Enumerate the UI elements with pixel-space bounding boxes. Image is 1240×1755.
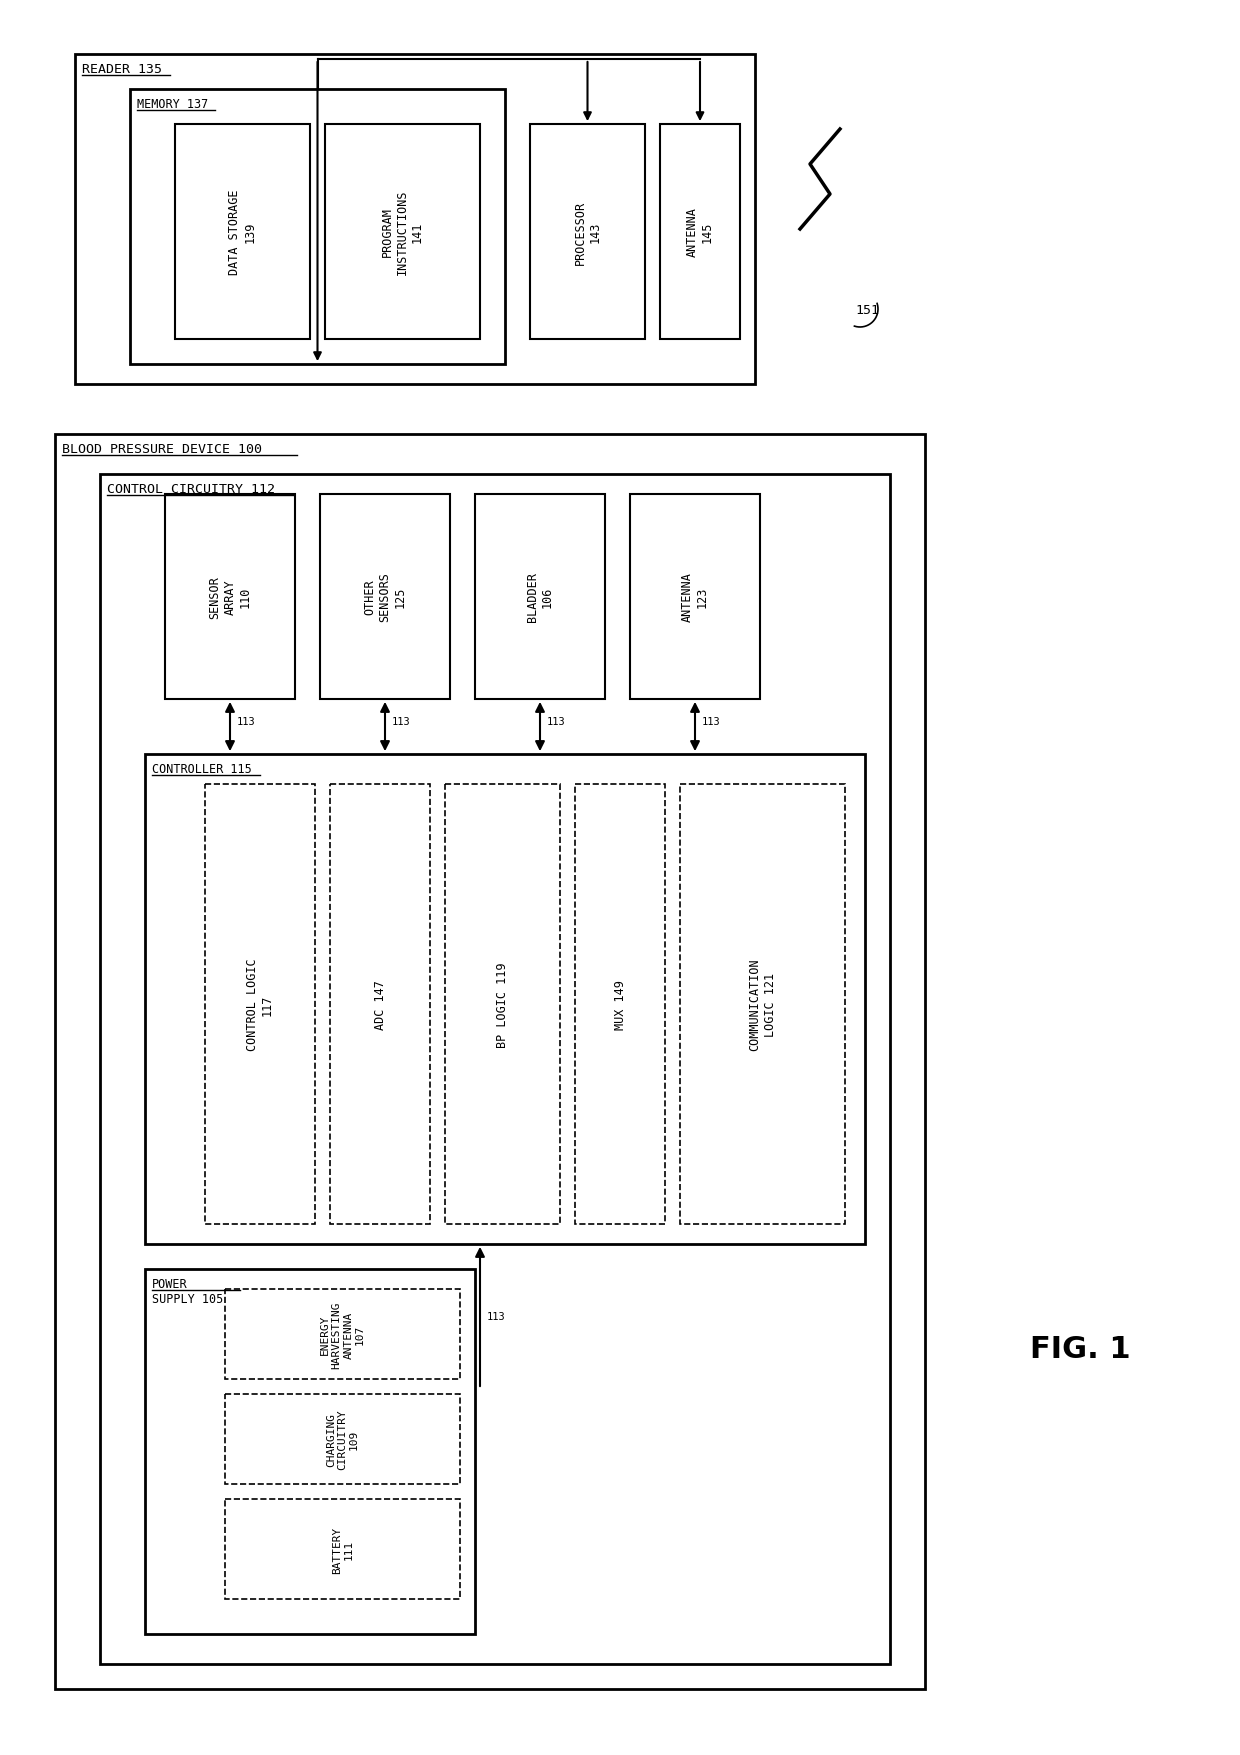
Text: CONTROLLER 115: CONTROLLER 115 — [153, 763, 252, 776]
Text: 151: 151 — [856, 304, 879, 316]
Bar — [100, 476, 890, 1664]
Text: OTHER
SENSORS
125: OTHER SENSORS 125 — [363, 572, 407, 621]
Text: ANTENNA
145: ANTENNA 145 — [686, 207, 714, 258]
Text: FIG. 1: FIG. 1 — [1029, 1336, 1131, 1364]
Text: BATTERY
111: BATTERY 111 — [332, 1525, 353, 1572]
Bar — [630, 495, 760, 700]
Text: ENERGY
HARVESTING
ANTENNA
107: ENERGY HARVESTING ANTENNA 107 — [320, 1300, 365, 1367]
Bar — [130, 90, 505, 365]
Text: 113: 113 — [702, 718, 720, 727]
Text: BLADDER
106: BLADDER 106 — [526, 572, 554, 621]
Text: SENSOR
ARRAY
110: SENSOR ARRAY 110 — [208, 576, 252, 618]
Text: COMMUNICATION
LOGIC 121: COMMUNICATION LOGIC 121 — [749, 958, 776, 1051]
Text: ADC 147: ADC 147 — [373, 979, 387, 1030]
Bar — [145, 755, 866, 1244]
Text: PROCESSOR
143: PROCESSOR 143 — [573, 200, 601, 265]
Text: 113: 113 — [547, 718, 565, 727]
Bar — [224, 1393, 460, 1485]
Bar — [680, 784, 844, 1225]
Bar — [575, 784, 665, 1225]
Text: 113: 113 — [237, 718, 255, 727]
Text: ANTENNA
123: ANTENNA 123 — [681, 572, 709, 621]
Text: CONTROL CIRCUITRY 112: CONTROL CIRCUITRY 112 — [107, 483, 275, 495]
Bar — [320, 495, 450, 700]
Bar — [660, 125, 740, 340]
Bar — [475, 495, 605, 700]
Text: CHARGING
CIRCUITRY
109: CHARGING CIRCUITRY 109 — [326, 1409, 360, 1469]
Text: POWER
SUPPLY 105: POWER SUPPLY 105 — [153, 1278, 223, 1306]
Text: MUX 149: MUX 149 — [614, 979, 626, 1030]
Bar — [145, 1269, 475, 1634]
Bar — [445, 784, 560, 1225]
Text: PROGRAM
INSTRUCTIONS
141: PROGRAM INSTRUCTIONS 141 — [381, 190, 424, 276]
Bar — [165, 495, 295, 700]
Bar — [325, 125, 480, 340]
Text: DATA STORAGE
139: DATA STORAGE 139 — [228, 190, 257, 276]
Bar — [205, 784, 315, 1225]
Bar — [224, 1499, 460, 1599]
Text: READER 135: READER 135 — [82, 63, 162, 75]
Bar — [330, 784, 430, 1225]
Bar — [529, 125, 645, 340]
Bar — [55, 435, 925, 1688]
Bar — [74, 54, 755, 384]
Text: MEMORY 137: MEMORY 137 — [136, 98, 208, 111]
Text: 113: 113 — [392, 718, 410, 727]
Text: 113: 113 — [487, 1311, 506, 1322]
Bar — [175, 125, 310, 340]
Bar — [224, 1290, 460, 1379]
Text: BLOOD PRESSURE DEVICE 100: BLOOD PRESSURE DEVICE 100 — [62, 442, 262, 456]
Text: BP LOGIC 119: BP LOGIC 119 — [496, 962, 508, 1048]
Text: CONTROL LOGIC
117: CONTROL LOGIC 117 — [246, 958, 274, 1051]
